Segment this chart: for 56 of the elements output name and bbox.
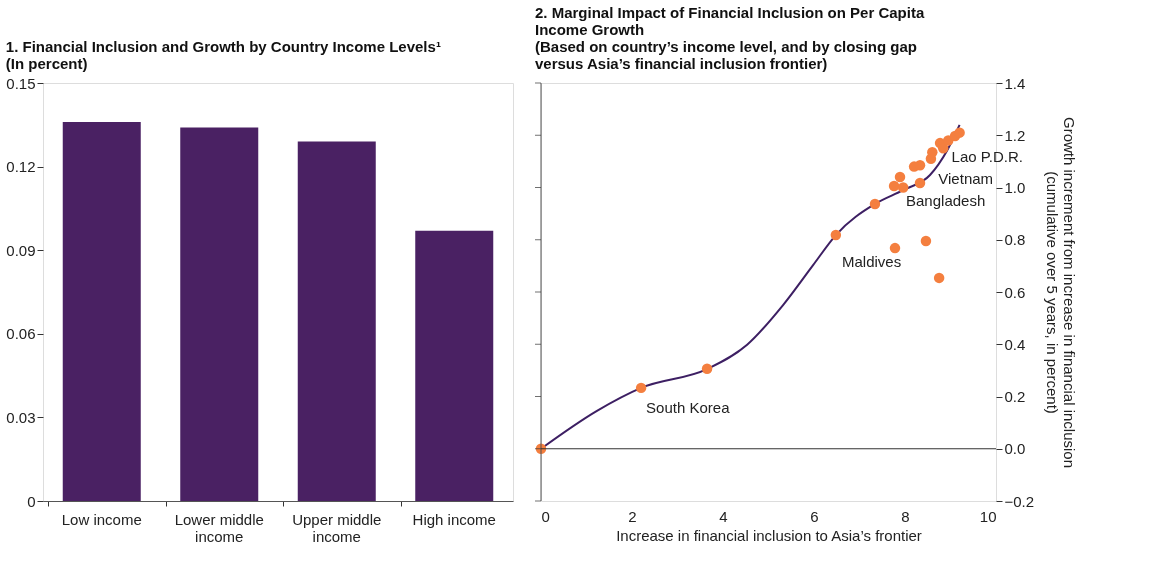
x-tick-label: Low income	[61, 510, 142, 528]
x-tick-label: Lower middle income	[174, 510, 264, 545]
x-tick-label: 2	[628, 507, 637, 525]
point	[894, 171, 906, 183]
y-tick-label: 0.0	[1004, 440, 1026, 458]
text: Growth increment from increase in financial inclusion	[1061, 117, 1079, 468]
x-tick-label: 10	[979, 507, 997, 525]
y-tick-label: 1.4	[1004, 74, 1026, 92]
point	[869, 198, 881, 210]
text: (cumulative over 5 years, in percent)	[1044, 171, 1062, 414]
annotation: Lao P.D.R.	[951, 147, 1024, 165]
bar	[415, 230, 494, 501]
point	[933, 272, 945, 284]
x-axis-title: Increase in financial inclusion to Asia’s frontier	[616, 526, 922, 544]
x-tick-label: 6	[810, 507, 819, 525]
x-tick-label: 4	[719, 507, 728, 525]
y-tick-label: 0.06	[6, 325, 36, 343]
text: (In percent)	[5, 55, 88, 72]
y-tick-label: 0.09	[6, 241, 36, 259]
y-tick-label: 1.0	[1004, 179, 1026, 196]
text: 1. Financial Inclusion and Growth by Country Income Levels¹	[5, 38, 441, 55]
point	[635, 382, 647, 394]
y-tick-label: 0	[27, 492, 36, 510]
point	[914, 177, 926, 189]
x-tick-label: Upper middle income	[292, 510, 382, 545]
y-tick-label: 1.2	[1004, 126, 1026, 144]
x-tick-label: 8	[901, 507, 910, 525]
text: versus Asia’s financial inclusion frontier)	[535, 55, 828, 72]
point	[830, 229, 842, 241]
annotation: Vietnam	[938, 170, 994, 188]
bar	[297, 141, 376, 501]
annotation: Maldives	[841, 253, 902, 271]
y-tick-label: 0.2	[1004, 388, 1026, 405]
y-tick-label: 0.03	[6, 408, 36, 426]
point	[920, 235, 932, 247]
bar	[180, 127, 259, 501]
point	[888, 180, 900, 192]
point	[701, 363, 713, 375]
point	[889, 242, 901, 254]
text: Income Growth	[535, 21, 645, 38]
point	[927, 147, 938, 158]
point	[954, 127, 965, 138]
point	[897, 182, 909, 193]
text: 2. Marginal Impact of Financial Inclusion on Per Capita	[535, 4, 925, 21]
y-tick-label: 0.6	[1004, 283, 1026, 301]
y-tick-label: 0.8	[1004, 231, 1026, 249]
y-tick-label: 0.15	[6, 74, 36, 92]
x-tick-label: 0	[541, 507, 550, 525]
bar	[62, 122, 141, 501]
x-tick-label: High income	[412, 510, 496, 528]
annotation: South Korea	[646, 398, 731, 416]
text: (Based on country’s income level, and by closing gap	[535, 38, 918, 55]
annotation: Bangladesh	[906, 192, 986, 210]
y-tick-label: −0.2	[1004, 492, 1035, 510]
y-tick-label: 0.12	[6, 158, 36, 176]
y-tick-label: 0.4	[1004, 335, 1026, 353]
